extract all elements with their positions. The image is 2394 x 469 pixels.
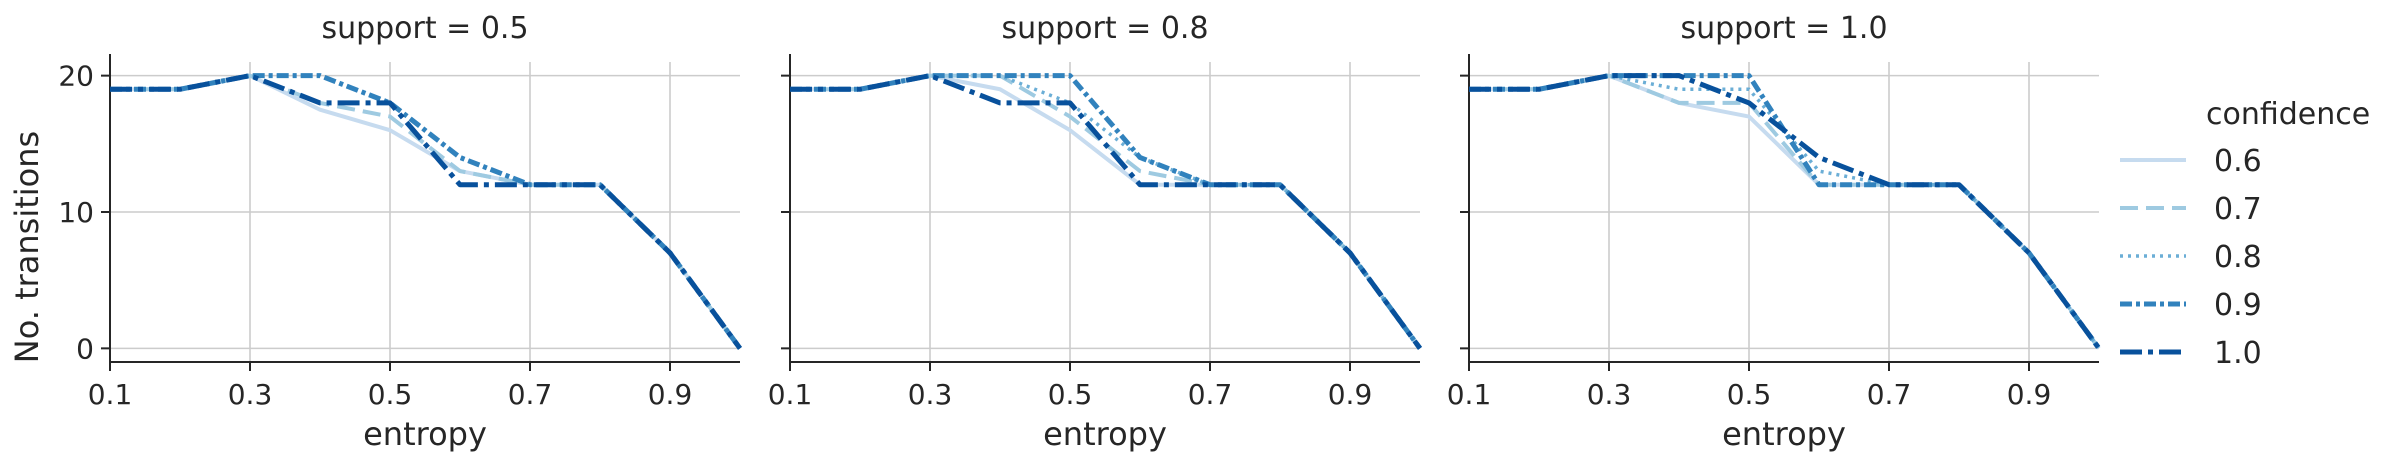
x-tick-label: 0.5 [1048,378,1093,411]
x-axis-label: entropy [363,415,487,453]
y-tick-label: 10 [58,196,94,229]
series-line-0-9 [790,73,1423,350]
legend-item-1-0: 1.0 [2120,336,2262,371]
series-line-1-0 [1469,73,2102,350]
x-tick-label: 0.9 [2007,378,2052,411]
legend-item-0-9: 0.9 [2120,288,2262,323]
legend-title: confidence [2206,97,2370,132]
x-tick-label: 0.5 [1727,378,1772,411]
x-tick-label: 0.3 [228,378,273,411]
chart-panels: 0.1 0.3 0.5 0.7 0.9 0 10 20 support = 0.5 entropy… [58,11,2102,453]
x-tick-label: 0.9 [1328,378,1373,411]
legend-label: 0.9 [2214,288,2262,323]
x-tick-label: 0.7 [1867,378,1912,411]
legend-item-0-6: 0.6 [2120,144,2262,179]
y-axis-label: No. transitions [8,131,46,363]
x-tick-label: 0.7 [508,378,553,411]
legend-label: 0.8 [2214,240,2262,275]
y-tick-label: 0 [76,332,94,365]
panel-2: 0.1 0.3 0.5 0.7 0.9 support = 0.8 entropy [768,11,1423,453]
series-line-1-0 [790,73,1423,350]
legend: confidence 0.6 0.7 0.8 0.9 1.0 [2120,97,2370,371]
panel-3: 0.1 0.3 0.5 0.7 0.9 support = 1.0 entropy [1447,11,2102,453]
legend-item-0-7: 0.7 [2120,192,2262,227]
series-line-0-9 [110,73,743,350]
x-axis-label: entropy [1722,415,1846,453]
series-line-1-0 [110,73,743,350]
x-tick-label: 0.3 [908,378,953,411]
panel-1: 0.1 0.3 0.5 0.7 0.9 0 10 20 support = 0.5 entropy [58,11,743,453]
x-tick-label: 0.1 [88,378,133,411]
legend-label: 1.0 [2214,336,2262,371]
x-tick-label: 0.9 [648,378,693,411]
x-tick-label: 0.1 [1447,378,1492,411]
y-tick-label: 20 [58,60,94,93]
panel-title: support = 0.8 [1001,11,1208,46]
legend-items: 0.6 0.7 0.8 0.9 1.0 [2120,144,2262,371]
x-tick-label: 0.5 [368,378,413,411]
panel-title: support = 1.0 [1680,11,1887,46]
x-tick-label: 0.1 [768,378,813,411]
legend-label: 0.6 [2214,144,2262,179]
panel-title: support = 0.5 [321,11,528,46]
legend-item-0-8: 0.8 [2120,240,2262,275]
legend-label: 0.7 [2214,192,2262,227]
x-tick-label: 0.3 [1587,378,1632,411]
x-tick-label: 0.7 [1188,378,1233,411]
x-axis-label: entropy [1043,415,1167,453]
